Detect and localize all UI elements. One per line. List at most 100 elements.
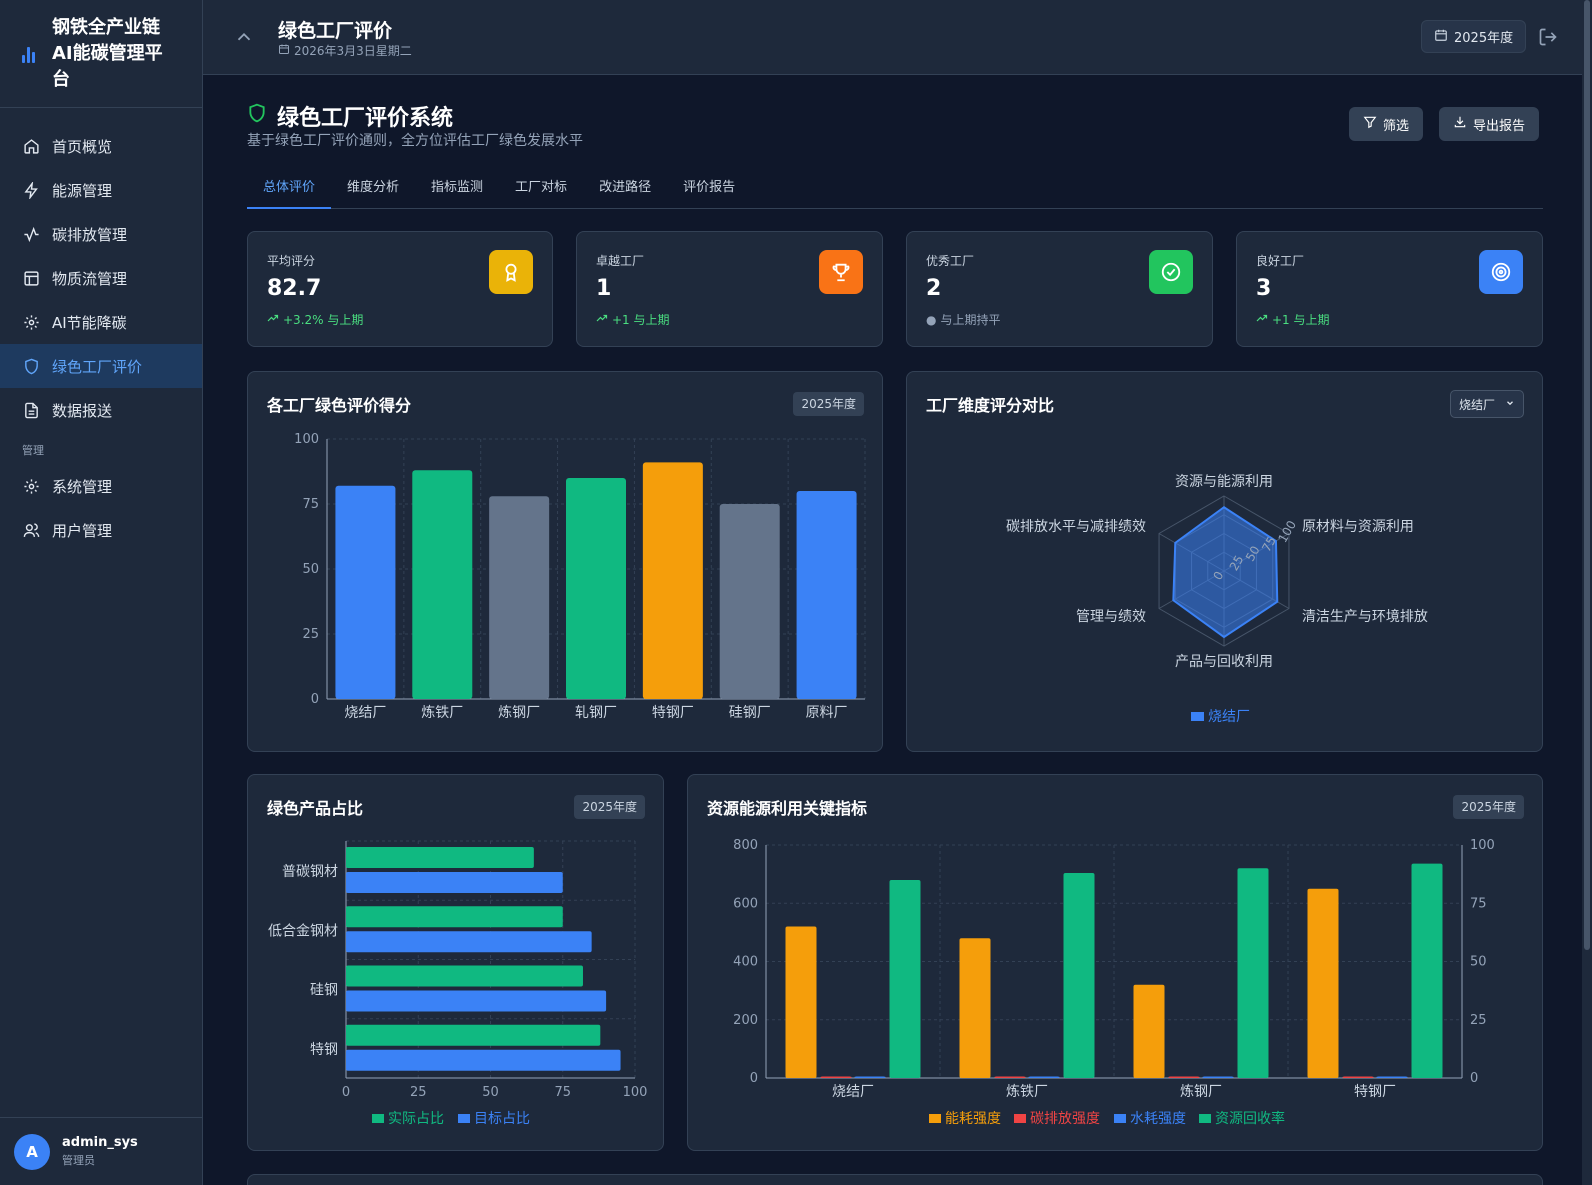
y-tick-label: 50 xyxy=(302,562,319,577)
sidebar-item-label: 能源管理 xyxy=(52,181,113,200)
x-tick-label: 0 xyxy=(342,1085,350,1100)
check-circle-icon xyxy=(1149,250,1193,294)
bar xyxy=(1342,1076,1374,1078)
sidebar-item-report[interactable]: 数据报送 xyxy=(0,388,202,432)
scrollbar[interactable] xyxy=(1582,0,1592,1185)
radar-axis-label: 管理与绩效 xyxy=(1076,609,1146,625)
y-tick-label: 25 xyxy=(302,627,319,642)
tab-benchmark[interactable]: 工厂对标 xyxy=(515,180,568,195)
y-tick-label: 100 xyxy=(294,432,319,447)
y-right-tick-label: 50 xyxy=(1470,955,1487,970)
layout-icon xyxy=(22,269,40,287)
bar xyxy=(1307,888,1339,1078)
panel-title: 各工厂绿色评价得分 xyxy=(267,396,412,415)
y-left-tick-label: 200 xyxy=(733,1013,758,1028)
radar-axis-label: 原材料与资源利用 xyxy=(1302,519,1414,535)
sidebar-item-system[interactable]: 系统管理 xyxy=(0,464,202,508)
bar xyxy=(642,462,703,699)
x-tick-label: 炼铁厂 xyxy=(421,705,463,721)
x-tick-label: 轧钢厂 xyxy=(575,705,617,721)
sidebar-item-label: 碳排放管理 xyxy=(52,225,128,244)
x-tick-label: 硅钢厂 xyxy=(729,705,771,721)
bolt-icon xyxy=(22,181,40,199)
page-date: 2026年3月3日星期二 xyxy=(278,42,412,59)
legend-swatch xyxy=(1114,1114,1126,1123)
x-tick-label: 100 xyxy=(623,1085,648,1100)
tab-report[interactable]: 评价报告 xyxy=(683,180,736,195)
system-title-text: 绿色工厂评价系统 xyxy=(277,106,454,131)
date-text: 2026年3月3日星期二 xyxy=(294,44,412,58)
home-icon xyxy=(22,137,40,155)
bar xyxy=(1376,1076,1408,1078)
y-left-tick-label: 800 xyxy=(733,838,758,853)
bar-chart-icon xyxy=(22,45,40,63)
legend-label: 能耗强度 xyxy=(945,1111,1001,1127)
filter-button[interactable]: 筛选 xyxy=(1349,107,1424,141)
logout-icon[interactable] xyxy=(1538,27,1558,47)
scrollbar-thumb[interactable] xyxy=(1584,0,1590,950)
sidebar-item-label: 用户管理 xyxy=(52,521,113,540)
chevron-up-icon[interactable] xyxy=(233,26,255,48)
calendar-icon xyxy=(1434,28,1448,46)
sidebar-item-ai[interactable]: AI节能降碳 xyxy=(0,300,202,344)
stat-value: 82.7 xyxy=(267,276,322,301)
panel-dimension-radar: 工厂维度评分对比 烧结厂 资源与能源利用 原材料与资源利用 清洁生产与环境排放 产品与… xyxy=(906,371,1543,752)
award-icon xyxy=(489,250,533,294)
x-tick-label: 25 xyxy=(410,1085,427,1100)
gear-icon xyxy=(22,477,40,495)
tab-indicator[interactable]: 指标监测 xyxy=(431,180,484,195)
sidebar-item-label: 绿色工厂评价 xyxy=(52,357,143,376)
tab-bar: 总体评价 维度分析 指标监测 工厂对标 改进路径 评价报告 xyxy=(247,173,1543,209)
shield-icon xyxy=(22,357,40,375)
y-tick-label: 硅钢 xyxy=(310,983,338,999)
tab-improvement[interactable]: 改进路径 xyxy=(599,180,652,195)
bar xyxy=(1168,1076,1200,1078)
stat-label: 平均评分 xyxy=(267,254,316,268)
trend-up-icon xyxy=(1256,312,1268,327)
nav-section-label: 管理 xyxy=(22,444,44,457)
factory-select-value: 烧结厂 xyxy=(1459,397,1496,412)
bar xyxy=(346,906,563,928)
panel-year-badge: 2025年度 xyxy=(1453,795,1524,819)
bar xyxy=(346,990,607,1012)
y-tick-label: 特钢 xyxy=(310,1042,338,1058)
export-button[interactable]: 导出报告 xyxy=(1439,107,1540,141)
y-tick-label: 75 xyxy=(302,497,319,512)
bar xyxy=(412,470,473,699)
bar xyxy=(1063,872,1095,1078)
filter-label: 筛选 xyxy=(1383,118,1410,134)
y-left-tick-label: 0 xyxy=(750,1071,758,1086)
y-right-tick-label: 100 xyxy=(1470,838,1495,853)
x-tick-label: 炼钢厂 xyxy=(498,705,540,721)
sidebar-item-green-factory[interactable]: 绿色工厂评价 xyxy=(0,344,202,388)
stat-label: 优秀工厂 xyxy=(926,254,975,268)
radar-tick-label: 75 xyxy=(1259,534,1279,554)
legend-swatch xyxy=(1199,1114,1211,1123)
panel-title: 资源能源利用关键指标 xyxy=(707,799,868,818)
year-selector[interactable]: 2025年度 xyxy=(1421,20,1527,53)
sidebar: 钢铁全产业链AI能碳管理平台 首页概览 能源管理 碳排放管理 物质流管理 AI节… xyxy=(0,0,203,1185)
stat-trend-text: +3.2% 与上期 xyxy=(283,313,364,327)
sidebar-item-home[interactable]: 首页概览 xyxy=(0,124,202,168)
bar xyxy=(889,879,921,1078)
user-profile[interactable]: A admin_sys 管理员 xyxy=(0,1117,203,1185)
y-left-tick-label: 600 xyxy=(733,896,758,911)
sidebar-item-energy[interactable]: 能源管理 xyxy=(0,168,202,212)
bar xyxy=(719,504,780,699)
tab-overall[interactable]: 总体评价 xyxy=(247,173,332,209)
factory-select[interactable]: 烧结厂 xyxy=(1450,390,1524,418)
main-nav: 首页概览 能源管理 碳排放管理 物质流管理 AI节能降碳 绿色工厂评价 数据报送… xyxy=(0,108,202,552)
y-tick-label: 普碳钢材 xyxy=(282,864,338,880)
stat-card-good: 优秀工厂 2 ● 与上期持平 xyxy=(906,231,1213,347)
radar-tick-label: 25 xyxy=(1227,553,1247,573)
bar xyxy=(1028,1076,1060,1078)
sidebar-item-carbon[interactable]: 碳排放管理 xyxy=(0,212,202,256)
sidebar-item-users[interactable]: 用户管理 xyxy=(0,508,202,552)
panel-year-badge: 2025年度 xyxy=(793,392,864,416)
bar xyxy=(820,1076,852,1078)
tab-dimension[interactable]: 维度分析 xyxy=(347,180,400,195)
sidebar-item-material[interactable]: 物质流管理 xyxy=(0,256,202,300)
y-right-tick-label: 0 xyxy=(1470,1071,1478,1086)
x-tick-label: 烧结厂 xyxy=(832,1084,874,1100)
